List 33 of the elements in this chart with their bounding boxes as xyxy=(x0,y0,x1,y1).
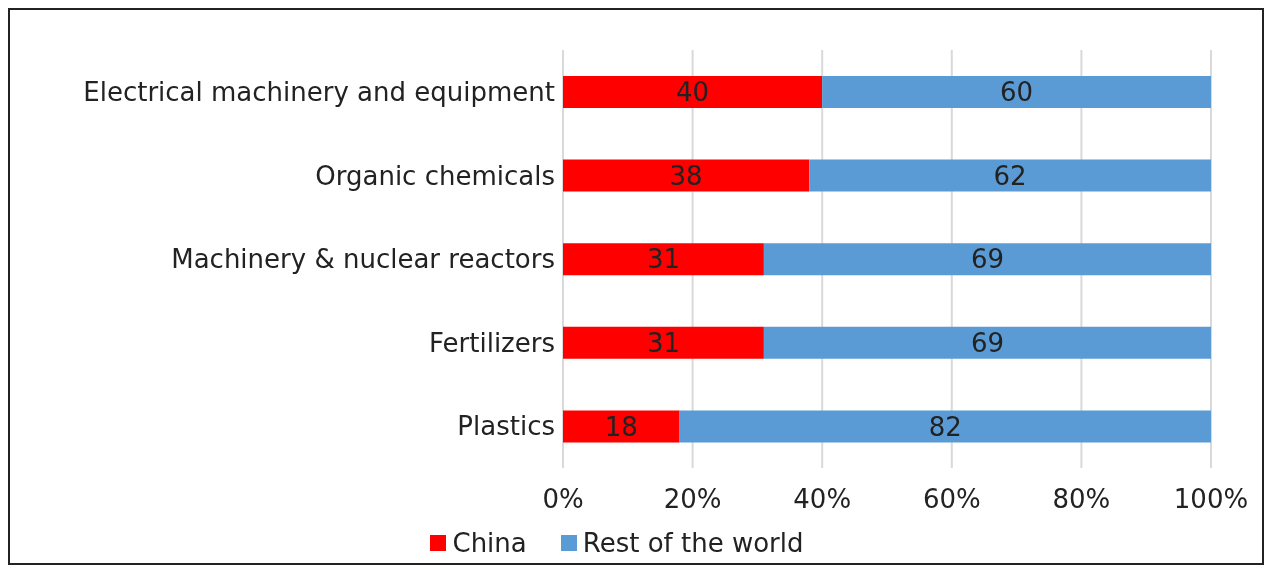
bar xyxy=(563,326,764,359)
bar xyxy=(809,159,1211,192)
data-label: 69 xyxy=(970,244,1004,275)
data-label: 60 xyxy=(1000,77,1034,108)
y-tick-label: Electrical machinery and equipment xyxy=(83,77,555,108)
x-tick-label: 40% xyxy=(793,484,852,515)
bar xyxy=(763,326,1211,359)
y-tick-label: Plastics xyxy=(457,411,555,442)
y-tick-label: Machinery & nuclear reactors xyxy=(171,244,555,275)
bar xyxy=(563,243,764,276)
y-tick-label: Organic chemicals xyxy=(315,160,555,191)
data-label: 40 xyxy=(676,77,710,108)
bar xyxy=(563,76,823,108)
bar xyxy=(563,410,680,443)
x-tick-label: 60% xyxy=(922,484,981,515)
data-label: 62 xyxy=(993,160,1027,191)
bar xyxy=(563,159,810,192)
data-label: 31 xyxy=(646,244,680,275)
x-tick-label: 100% xyxy=(1173,484,1249,515)
data-label: 38 xyxy=(669,160,703,191)
bar xyxy=(763,243,1211,276)
x-tick-label: 80% xyxy=(1052,484,1111,515)
bar xyxy=(679,410,1211,443)
y-tick-label: Fertilizers xyxy=(429,327,555,358)
bar xyxy=(822,76,1211,108)
legend-label: Rest of the world xyxy=(581,528,804,558)
data-label: 18 xyxy=(604,411,638,442)
data-label: 69 xyxy=(970,328,1004,359)
data-label: 82 xyxy=(928,411,962,442)
legend-label: China xyxy=(451,528,527,558)
data-label: 31 xyxy=(646,328,680,359)
x-tick-label: 0% xyxy=(542,484,584,515)
x-tick-label: 20% xyxy=(663,484,722,515)
